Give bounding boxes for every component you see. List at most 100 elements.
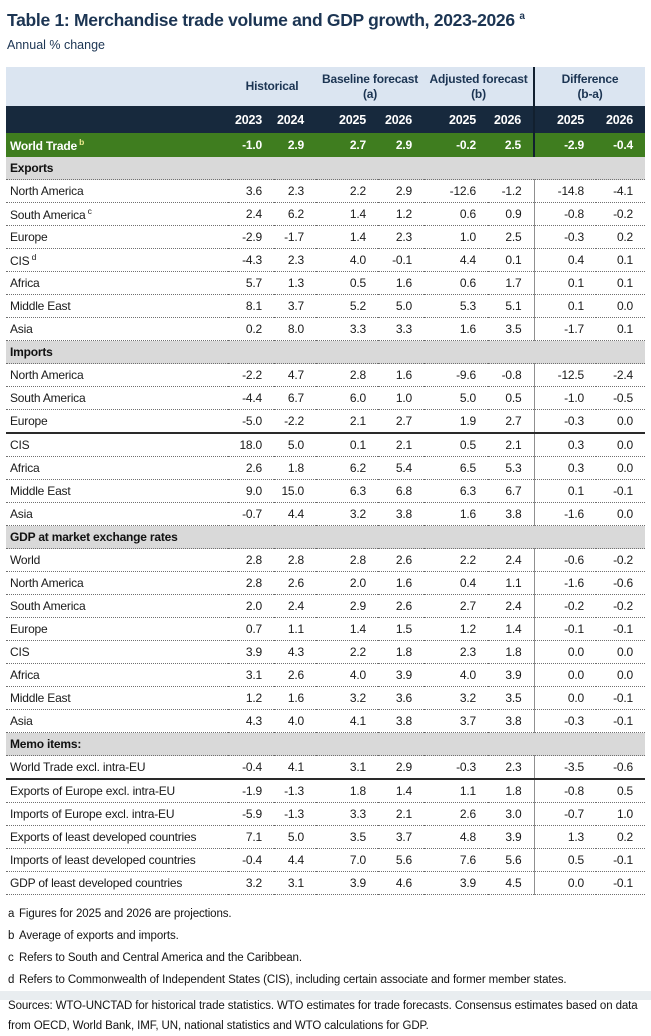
value-cell: 0.1 [596, 271, 646, 295]
value-cell: -0.1 [596, 617, 646, 641]
value-cell: 2.0 [228, 594, 274, 618]
table-row: Europe -2.9 -1.7 1.4 2.3 1.0 2.5 -0.3 0.2 [6, 225, 646, 249]
value-cell: 0.5 [488, 386, 535, 410]
row-label: Europe [6, 617, 228, 641]
value-cell: 1.6 [274, 686, 316, 710]
value-cell: 8.0 [274, 317, 316, 341]
value-cell: 2.1 [316, 409, 378, 434]
value-cell: 2.2 [316, 640, 378, 664]
table-row: CIS 18.0 5.0 0.1 2.1 0.5 2.1 0.3 0.0 [6, 433, 646, 457]
value-cell: 5.4 [378, 456, 425, 480]
value-cell: -0.3 [424, 755, 489, 780]
value-cell: 1.4 [316, 225, 378, 249]
value-cell: 2.7 [488, 409, 535, 434]
value-cell: 6.7 [274, 386, 316, 410]
value-cell: 0.1 [488, 248, 535, 272]
value-cell: -0.1 [533, 617, 597, 641]
value-cell: 1.1 [424, 779, 489, 803]
table-row: Asia 4.3 4.0 4.1 3.8 3.7 3.8 -0.3 -0.1 [6, 709, 646, 733]
world-trade-row: World Trade b -1.0 2.9 2.7 2.9 -0.2 2.5 -2.9 -0.… [6, 133, 646, 157]
table-row: CIS 3.9 4.3 2.2 1.8 2.3 1.8 0.0 0.0 [6, 640, 646, 664]
row-label: Exports of least developed countries [6, 825, 228, 849]
value-cell: -0.6 [596, 755, 646, 780]
value-cell: -0.1 [596, 871, 646, 895]
value-cell: 1.6 [378, 271, 425, 295]
value-cell: 4.1 [316, 709, 378, 733]
value-cell: 4.7 [274, 363, 316, 387]
value-cell: 2.6 [424, 802, 489, 826]
value-cell: 1.8 [274, 456, 316, 480]
value-cell: 3.1 [316, 755, 378, 780]
value-cell: 1.3 [274, 271, 316, 295]
value-cell: 6.0 [316, 386, 378, 410]
value-cell: -0.2 [596, 594, 646, 618]
value-cell: 0.0 [596, 409, 646, 434]
value-cell: 3.3 [316, 317, 378, 341]
value-cell: 1.8 [488, 640, 535, 664]
value-cell: 0.0 [596, 456, 646, 480]
value-cell: 0.6 [424, 202, 489, 226]
value-cell: 6.7 [488, 479, 535, 503]
value-cell: 6.8 [378, 479, 425, 503]
value-cell: 0.1 [596, 248, 646, 272]
value-cell: 0.9 [488, 202, 535, 226]
row-label: South America [6, 594, 228, 618]
value-cell: 2.8 [316, 363, 378, 387]
value-cell: 1.4 [316, 617, 378, 641]
value-cell: 0.6 [424, 271, 489, 295]
value-cell: 5.3 [488, 456, 535, 480]
value-cell: 3.6 [228, 179, 274, 203]
value-cell: 6.3 [424, 479, 489, 503]
value-cell: -0.3 [533, 409, 597, 434]
footnote-marker: c [8, 952, 14, 964]
row-label-superscript: b [76, 137, 85, 147]
column-group-label: Baseline forecast [322, 71, 418, 86]
value-cell: 0.0 [596, 433, 646, 457]
trade-gdp-growth-table: Historical Baseline forecast (a) Adjusted f… [6, 67, 646, 895]
table-header: Historical Baseline forecast (a) Adjusted f… [6, 67, 646, 133]
value-cell: -0.2 [533, 594, 597, 618]
value-cell: 2.9 [274, 133, 316, 157]
row-label: Europe [6, 409, 228, 434]
value-cell: 2.3 [274, 179, 316, 203]
value-cell: -4.4 [228, 386, 274, 410]
section-header-row: Imports [6, 340, 646, 364]
year-corner-cell [6, 106, 228, 133]
value-cell: -0.1 [596, 479, 646, 503]
value-cell: 1.4 [488, 617, 535, 641]
value-cell: -0.1 [596, 686, 646, 710]
value-cell: -0.4 [596, 133, 646, 157]
value-cell: 7.6 [424, 848, 489, 872]
value-cell: -4.3 [228, 248, 274, 272]
value-cell: 3.8 [488, 709, 535, 733]
value-cell: 1.1 [488, 571, 535, 595]
value-cell: 3.9 [488, 825, 535, 849]
value-cell: 6.2 [316, 456, 378, 480]
value-cell: 2.2 [424, 548, 489, 572]
value-cell: 1.2 [228, 686, 274, 710]
value-cell: -1.6 [533, 571, 597, 595]
year-header-0: 2023 [228, 106, 274, 133]
value-cell: -0.6 [533, 548, 597, 572]
value-cell: 0.2 [596, 225, 646, 249]
value-cell: -0.6 [596, 571, 646, 595]
value-cell: -0.7 [533, 802, 597, 826]
value-cell: 1.6 [424, 317, 489, 341]
row-label: Imports of Europe excl. intra-EU [6, 802, 228, 826]
row-label: Africa [6, 271, 228, 295]
column-group-row: Historical Baseline forecast (a) Adjusted f… [6, 67, 646, 106]
value-cell: 2.9 [378, 755, 425, 780]
table-row: Exports of least developed countries 7.1 5… [6, 825, 646, 849]
value-cell: -0.1 [596, 848, 646, 872]
value-cell: 1.9 [424, 409, 489, 434]
value-cell: 0.3 [533, 433, 597, 457]
section-header-row: Memo items: [6, 732, 646, 756]
table-row: Asia -0.7 4.4 3.2 3.8 1.6 3.8 -1.6 0.0 [6, 502, 646, 526]
row-label: North America [6, 179, 228, 203]
value-cell: 4.3 [274, 640, 316, 664]
value-cell: 3.5 [316, 825, 378, 849]
value-cell: 2.9 [378, 179, 425, 203]
value-cell: 0.4 [424, 571, 489, 595]
value-cell: 2.4 [488, 548, 535, 572]
value-cell: 2.3 [424, 640, 489, 664]
